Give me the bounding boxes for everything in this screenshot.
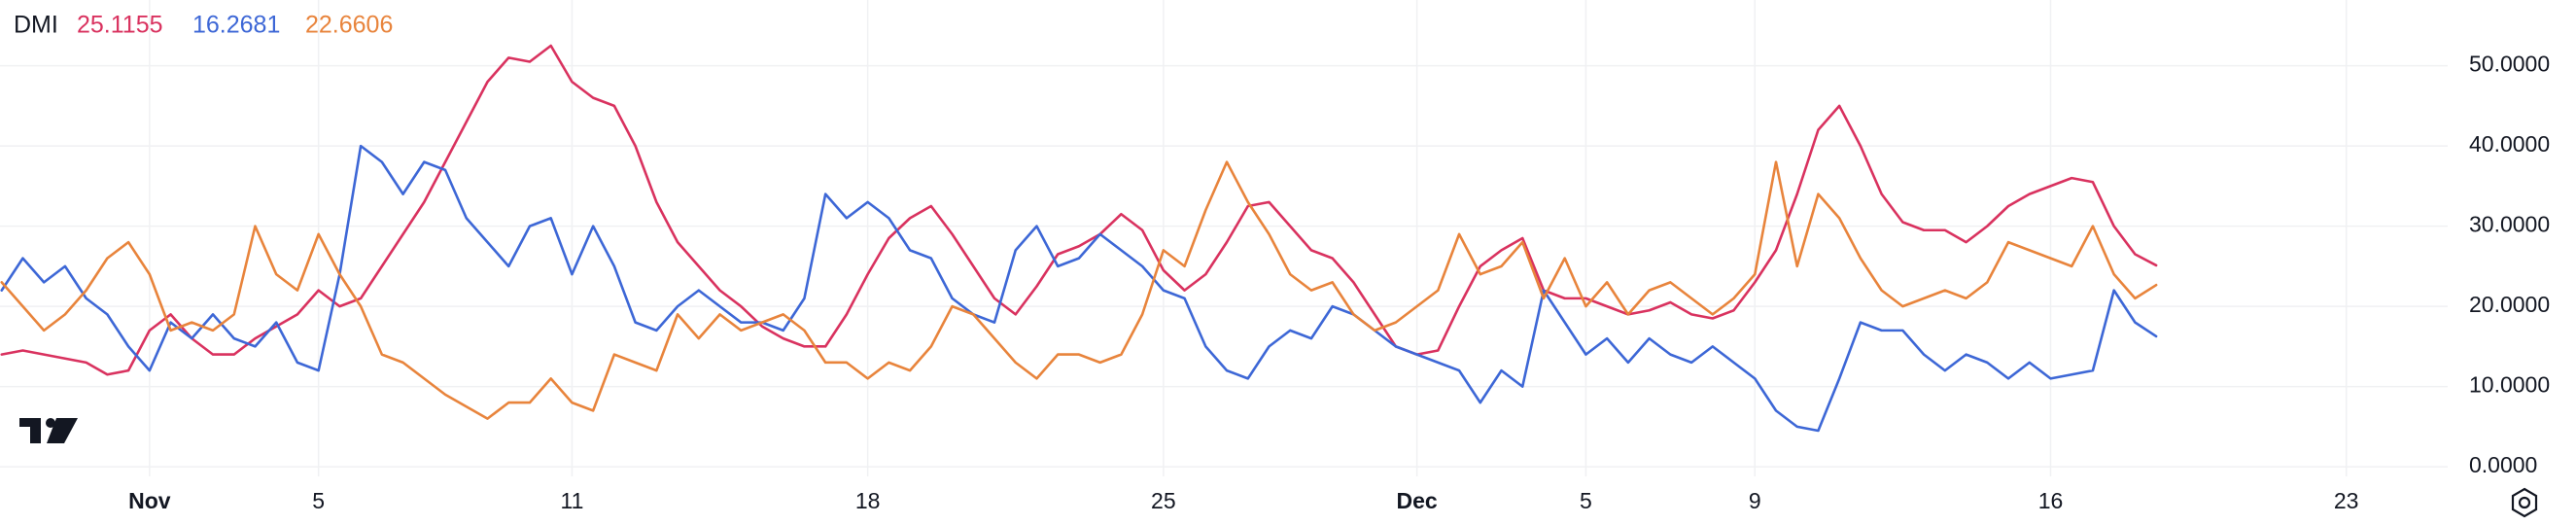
x-tick-label: 16 bbox=[2038, 488, 2064, 513]
y-tick-label: 0.0000 bbox=[2469, 452, 2537, 477]
y-tick-label: 40.0000 bbox=[2469, 131, 2550, 157]
y-tick-label: 50.0000 bbox=[2469, 52, 2550, 77]
settings-button[interactable] bbox=[2511, 487, 2538, 518]
dmi-line bbox=[0, 44, 2158, 376]
indicator-value: 25.1155 bbox=[77, 12, 163, 39]
indicator-title: DMI bbox=[14, 12, 58, 39]
x-tick-label: 23 bbox=[2334, 488, 2359, 513]
y-tick-label: 10.0000 bbox=[2469, 372, 2550, 398]
x-tick-label: Nov bbox=[128, 488, 171, 513]
logo-part bbox=[47, 418, 78, 443]
x-tick-label: 25 bbox=[1151, 488, 1176, 513]
logo-part bbox=[19, 418, 41, 443]
grid bbox=[0, 0, 2448, 476]
axes: Nov 5 11 18 25 Dec 5 9 16 23 0.0000 10.0000 20.0000 3… bbox=[128, 52, 2550, 513]
indicator-value: 22.6606 bbox=[305, 12, 393, 39]
y-tick-label: 20.0000 bbox=[2469, 292, 2550, 317]
x-tick-label: 11 bbox=[560, 488, 583, 513]
x-tick-label: 9 bbox=[1749, 488, 1761, 513]
settings-icon-center[interactable] bbox=[2518, 496, 2531, 509]
logo-part bbox=[46, 418, 55, 428]
indicator-header: DMI 25.1155 16.2681 22.6606 bbox=[14, 12, 393, 39]
settings-icon[interactable] bbox=[2511, 487, 2538, 518]
plot-area bbox=[0, 44, 2158, 433]
x-tick-label: 5 bbox=[312, 488, 325, 513]
y-tick-label: 30.0000 bbox=[2469, 212, 2550, 237]
dmi-line bbox=[0, 144, 2158, 433]
tradingview-logo bbox=[19, 418, 78, 443]
indicator-value: 16.2681 bbox=[192, 12, 280, 39]
x-tick-label: 5 bbox=[1580, 488, 1592, 513]
x-tick-label: 18 bbox=[855, 488, 881, 513]
dmi-line bbox=[0, 160, 2158, 420]
x-tick-label: Dec bbox=[1397, 488, 1438, 513]
